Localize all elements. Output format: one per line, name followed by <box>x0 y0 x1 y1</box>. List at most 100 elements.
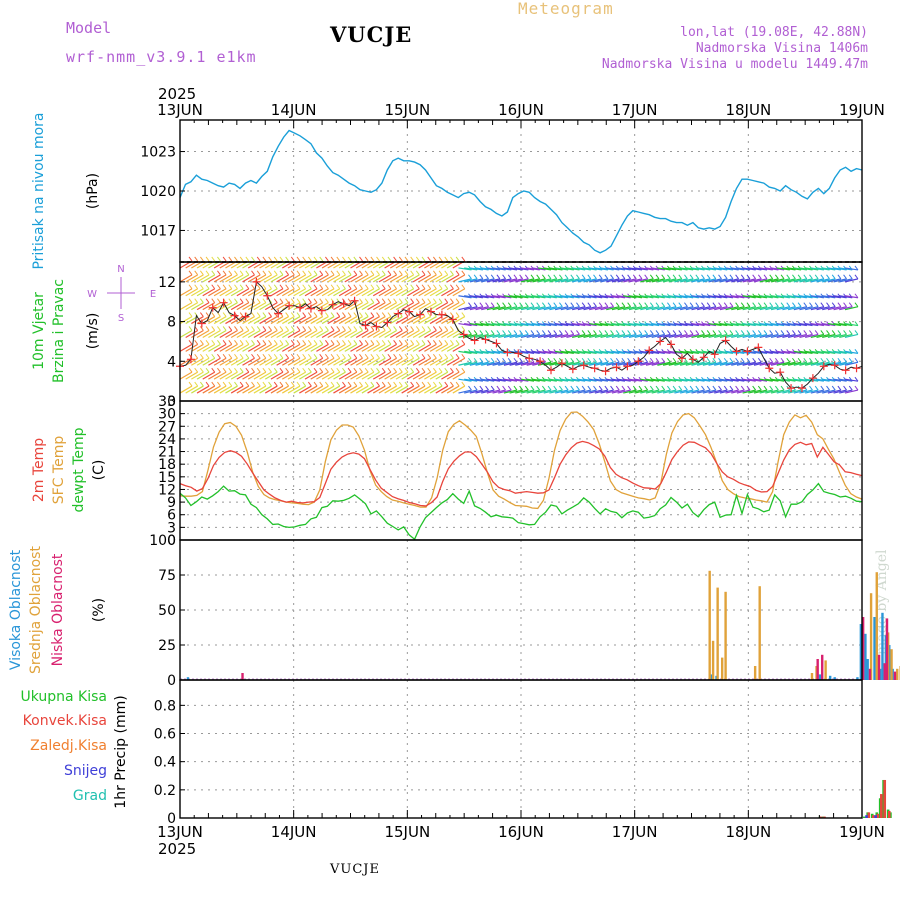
wind-barb <box>799 361 813 366</box>
wind-barb <box>788 350 802 354</box>
wind-barb <box>719 378 734 382</box>
wind-barb-tick <box>393 340 398 345</box>
wind-barb <box>316 274 329 283</box>
wind-barb-tick <box>217 312 221 317</box>
wind-barb <box>395 385 409 394</box>
wind-barb <box>259 357 272 366</box>
wind-barb <box>611 322 626 327</box>
wind-barb <box>555 322 569 327</box>
wind-barb <box>702 278 717 283</box>
wind-barb <box>418 288 432 297</box>
wind-barb <box>247 343 261 352</box>
wind-barb <box>344 316 358 325</box>
wind-barb-tick <box>490 357 495 363</box>
wind-barb-tick <box>376 367 380 373</box>
wind-barb <box>816 389 830 394</box>
wind-barb-tick <box>393 367 398 373</box>
wind-barb-tick <box>364 284 369 290</box>
y-tick-label: 1017 <box>140 223 176 239</box>
wind-barb <box>566 350 580 354</box>
wind-barb-tick <box>774 357 779 363</box>
wind-barb-tick <box>553 274 558 280</box>
wind-barb-tick <box>507 357 512 363</box>
wind-barb-tick <box>415 367 420 373</box>
wind-barb <box>611 333 626 339</box>
wind-barb <box>589 350 603 354</box>
wind-barb-tick <box>194 353 199 359</box>
wind-barb-tick <box>296 326 301 331</box>
model-label: Model <box>66 19 112 37</box>
wind-barb-tick <box>307 270 312 276</box>
wind-barb <box>793 295 807 299</box>
wind-point-marker <box>612 363 621 372</box>
wind-barb <box>498 378 512 382</box>
wind-barb-tick <box>438 284 443 290</box>
wind-barb <box>787 333 802 339</box>
wind-barb-tick <box>718 302 722 307</box>
wind-barb <box>355 385 369 394</box>
wind-barb <box>395 343 409 352</box>
wind-barb <box>770 295 785 299</box>
wind-barb <box>611 350 626 354</box>
wind-barb <box>839 378 853 382</box>
cloud-bar <box>821 654 824 680</box>
wind-barb <box>389 288 403 297</box>
wind-barb-tick <box>438 326 443 331</box>
wind-barb <box>526 295 540 299</box>
wind-barb-tick <box>251 256 255 262</box>
wind-barb-tick <box>541 385 546 391</box>
wind-point-marker <box>852 364 861 373</box>
wind-barb <box>247 274 261 283</box>
wind-barb <box>230 343 244 352</box>
wind-barb <box>481 278 495 283</box>
wind-barb <box>600 350 614 354</box>
wind-barb-tick <box>490 385 495 391</box>
wind-barb-tick <box>541 274 546 280</box>
wind-barb <box>714 322 728 327</box>
wind-barb-tick <box>427 367 432 373</box>
wind-barb <box>549 322 563 327</box>
wind-barb-tick <box>387 381 392 387</box>
wind-barb <box>389 371 403 380</box>
wind-barb-tick <box>211 256 216 262</box>
wind-barb <box>287 316 301 325</box>
wind-barb-tick <box>610 274 614 280</box>
wind-barb <box>395 274 409 283</box>
wind-barb <box>361 371 375 380</box>
wind-barb <box>446 385 460 394</box>
wind-barb <box>583 306 597 311</box>
wind-barb-tick <box>769 385 774 391</box>
wind-barb <box>475 389 489 394</box>
wind-barb-tick <box>672 357 677 363</box>
wind-barb <box>759 361 773 366</box>
wind-barb <box>441 316 454 325</box>
wind-barb <box>554 333 569 339</box>
wind-barb-tick <box>780 330 785 335</box>
wind-barb <box>827 278 842 283</box>
wind-barb <box>793 333 807 339</box>
wind-barb <box>492 278 506 283</box>
wind-barb <box>714 361 728 366</box>
wind-barb-tick <box>268 353 272 359</box>
wind-barb <box>600 295 614 299</box>
wind-barb-tick <box>513 385 518 391</box>
wind-barb-tick <box>524 274 529 280</box>
wind-barb <box>429 385 443 394</box>
wind-barb-tick <box>461 312 466 317</box>
wind-barb <box>429 302 443 311</box>
wind-barb <box>350 302 363 311</box>
wind-barb <box>503 378 518 382</box>
wind-barb-tick <box>211 284 216 290</box>
date-label-top: 16JUN <box>498 101 544 119</box>
wind-barb <box>679 306 694 311</box>
wind-barb-tick <box>621 302 626 307</box>
wind-barb <box>293 371 306 380</box>
wind-barb-tick <box>370 270 375 276</box>
wind-barb-tick <box>347 284 352 290</box>
wind-barb <box>230 288 244 297</box>
wind-barb <box>475 361 489 366</box>
wind-barb-tick <box>262 312 267 317</box>
wind-barb <box>662 295 677 299</box>
wind-barb <box>759 350 773 354</box>
